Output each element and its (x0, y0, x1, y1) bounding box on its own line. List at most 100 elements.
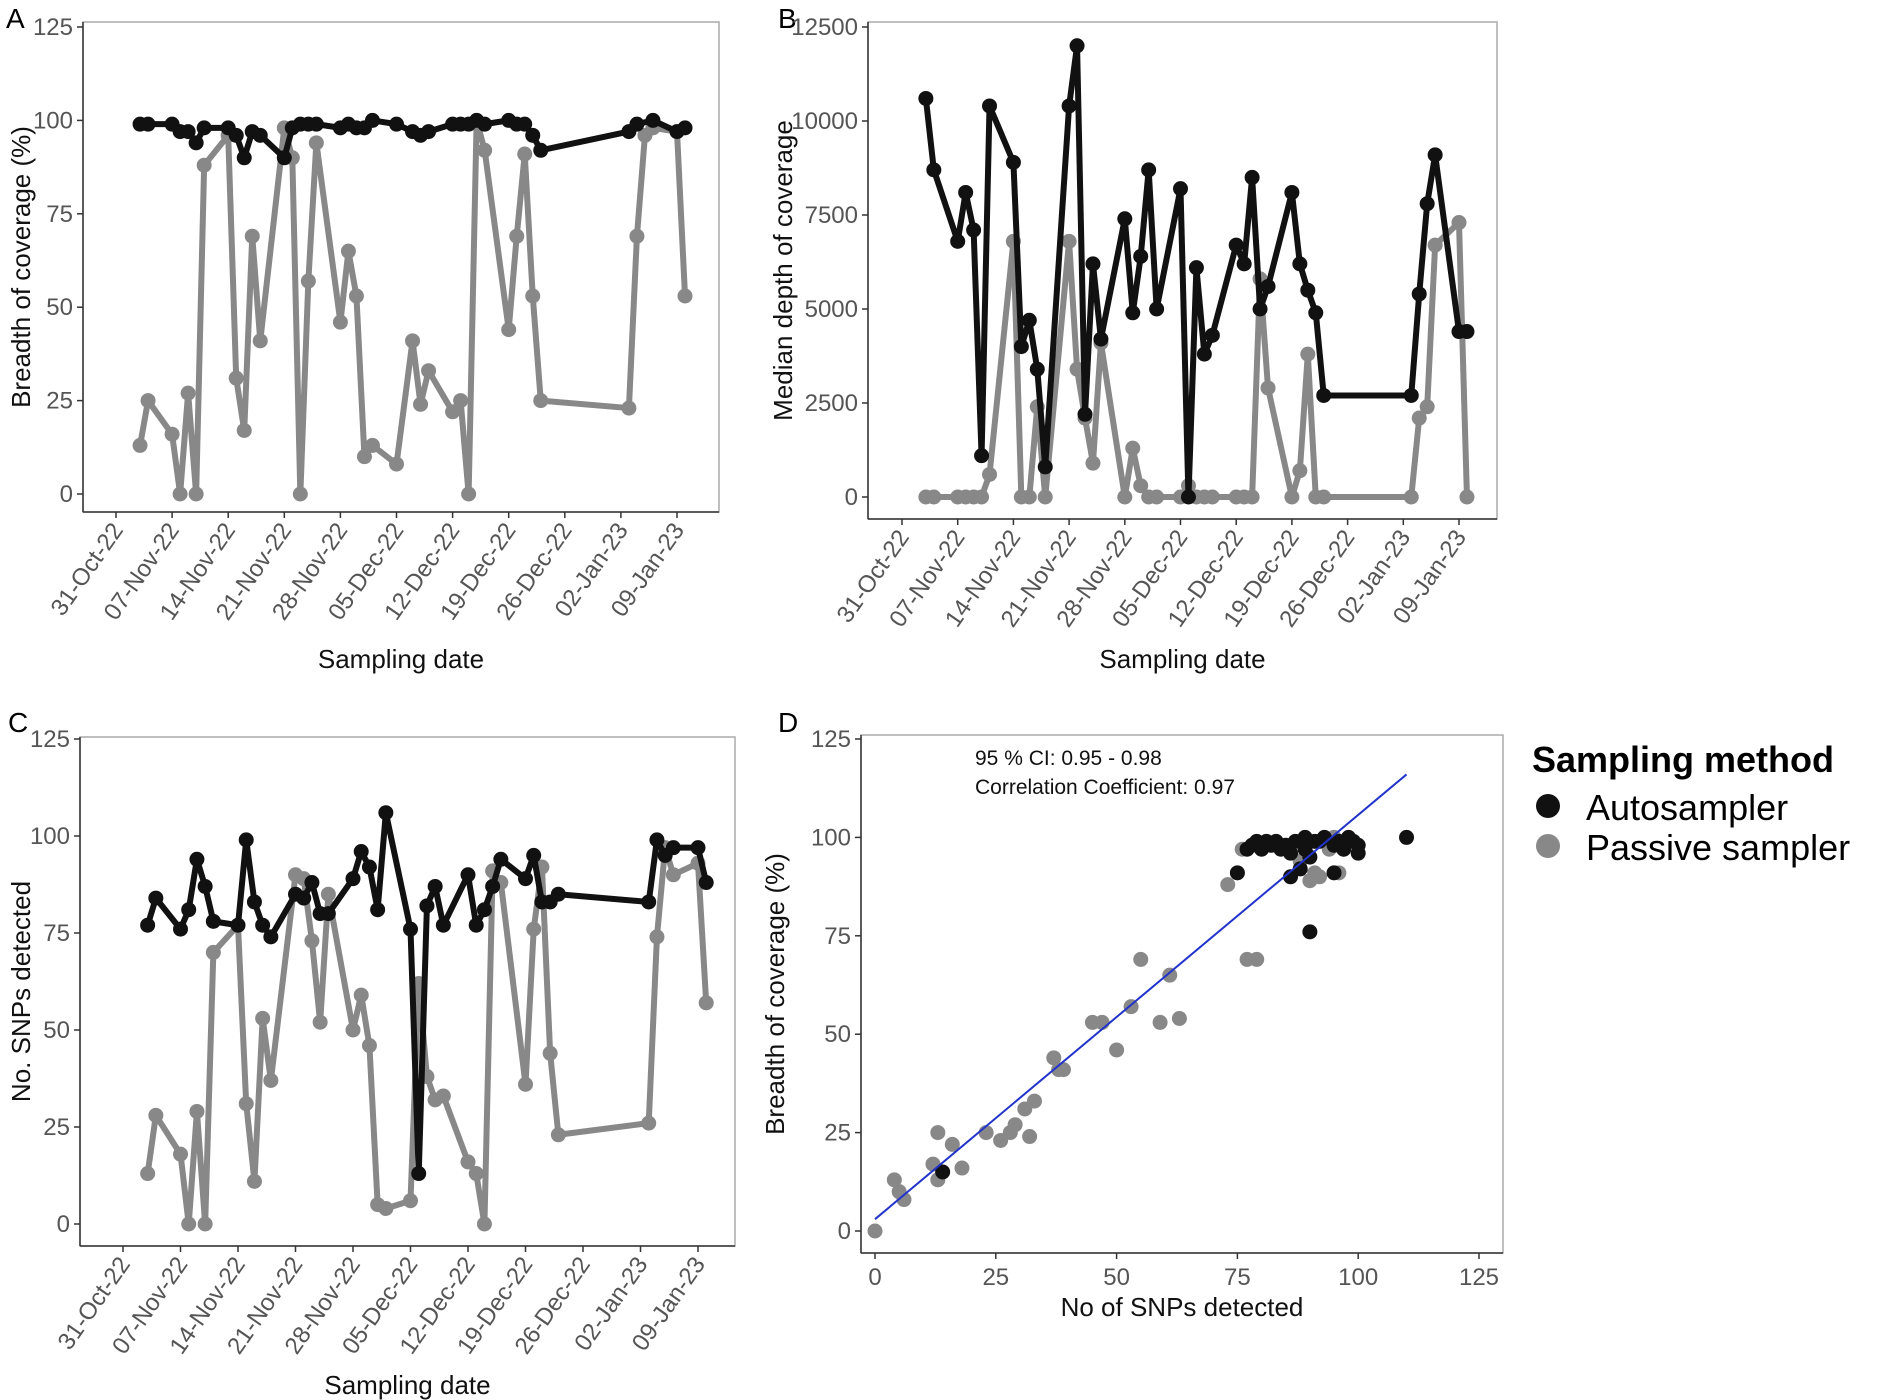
scatter-point-passive (1249, 951, 1265, 967)
panel-b: 0250050007500100001250031-Oct-2207-Nov-2… (768, 14, 1498, 674)
y-tick-label: 0 (845, 484, 858, 511)
scatter-point-passive (1022, 1129, 1038, 1145)
data-point (1260, 278, 1276, 294)
data-point (164, 426, 180, 442)
y-axis-title: No. SNPs detected (6, 881, 36, 1102)
scatter-point-passive (1055, 1062, 1071, 1078)
data-point (411, 1166, 427, 1182)
data-point (345, 1022, 361, 1038)
data-point (1419, 399, 1435, 415)
x-tick-label: 75 (1224, 1264, 1251, 1291)
data-point (246, 894, 262, 910)
x-tick-label: 0 (868, 1264, 881, 1291)
data-point (1013, 339, 1029, 355)
legend-label-autosampler: Autosampler (1586, 787, 1788, 828)
data-point (353, 987, 369, 1003)
data-point (364, 112, 380, 128)
x-axis-title: Sampling date (1099, 644, 1265, 674)
data-point (173, 1146, 188, 1162)
data-point (173, 921, 188, 937)
data-point (966, 222, 982, 238)
data-point (228, 370, 244, 386)
data-point (476, 902, 492, 918)
scatter-point-passive (1171, 1010, 1187, 1026)
panel-label-d: D (778, 707, 798, 738)
scatter-point-passive (1220, 877, 1236, 893)
data-point (140, 393, 156, 409)
data-point (197, 1216, 213, 1232)
scatter-point-passive (1007, 1117, 1023, 1133)
data-point (1427, 237, 1443, 253)
data-point (361, 1038, 377, 1054)
data-point (1300, 282, 1316, 298)
y-tick-label: 75 (824, 923, 851, 950)
plot-frame (860, 734, 1504, 1254)
data-point (1021, 489, 1037, 505)
data-point (1133, 478, 1149, 494)
data-point (236, 422, 252, 438)
legend-marker-passive (1536, 834, 1560, 858)
data-point (468, 1166, 484, 1182)
data-point (1403, 489, 1419, 505)
data-point (312, 1014, 328, 1030)
scatter-point-autosampler (1229, 865, 1245, 881)
panel-label-c: C (8, 707, 28, 738)
data-point (1069, 361, 1085, 377)
y-tick-label: 0 (60, 481, 73, 508)
y-tick-label: 75 (46, 201, 73, 228)
data-point (533, 142, 549, 158)
data-point (181, 1216, 197, 1232)
data-point (509, 228, 525, 244)
data-point (665, 840, 681, 856)
data-point (468, 917, 484, 933)
scatter-point-autosampler (1302, 924, 1318, 940)
data-point (950, 233, 966, 249)
data-point (525, 127, 541, 143)
y-tick-label: 12500 (791, 14, 858, 41)
data-point (378, 805, 394, 821)
data-point (1228, 237, 1244, 253)
scatter-point-passive (1162, 967, 1178, 983)
scatter-point-passive (1026, 1093, 1042, 1109)
data-point (421, 124, 437, 140)
data-point (477, 142, 493, 158)
panel-label-b: B (778, 3, 797, 34)
data-point (1037, 489, 1053, 505)
data-point (427, 878, 443, 894)
y-tick-label: 75 (43, 920, 70, 947)
data-point (345, 871, 361, 887)
scatter-point-passive (1152, 1014, 1168, 1030)
data-point (246, 1173, 262, 1189)
data-point (526, 921, 542, 937)
data-point (1085, 455, 1101, 471)
data-point (1300, 346, 1316, 362)
data-point (304, 933, 320, 949)
x-tick-label: 50 (1103, 1264, 1130, 1291)
y-tick-label: 100 (33, 107, 73, 134)
data-point (1403, 387, 1419, 403)
data-point (1125, 305, 1141, 321)
x-tick-label: 25 (982, 1264, 1009, 1291)
data-point (230, 917, 246, 933)
data-point (958, 184, 974, 200)
data-point (308, 135, 324, 151)
data-point (629, 228, 645, 244)
data-point (263, 1072, 279, 1088)
data-point (1292, 463, 1308, 479)
legend: Sampling method Autosampler Passive samp… (1532, 739, 1850, 868)
legend-marker-autosampler (1536, 794, 1560, 818)
scatter-point-passive (867, 1223, 883, 1239)
plot-frame (79, 736, 736, 1247)
scatter-point-passive (1133, 951, 1149, 967)
data-point (1085, 256, 1101, 272)
data-point (526, 847, 542, 863)
panel-d: 0 25 50 75 100 125 0 25 50 75 100 125 No of SNPs det… (760, 726, 1504, 1322)
data-point (1316, 489, 1332, 505)
data-point (1196, 346, 1212, 362)
data-point (1149, 301, 1165, 317)
data-point (1180, 489, 1196, 505)
data-point (485, 878, 501, 894)
data-point (140, 917, 156, 933)
data-point (550, 1127, 566, 1143)
data-point (276, 150, 292, 166)
